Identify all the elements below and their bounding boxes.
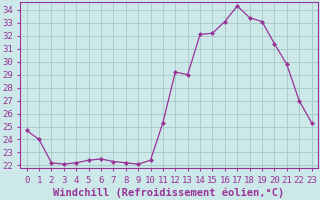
X-axis label: Windchill (Refroidissement éolien,°C): Windchill (Refroidissement éolien,°C) [53,187,285,198]
